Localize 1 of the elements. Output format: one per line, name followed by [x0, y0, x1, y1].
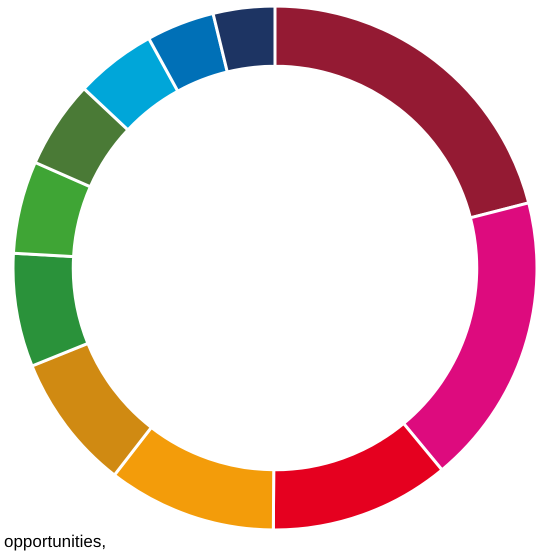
text: opportunities,: [4, 532, 106, 551]
